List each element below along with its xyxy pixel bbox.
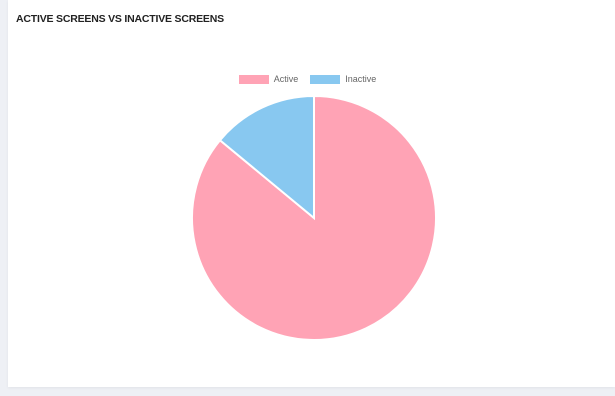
legend-swatch-active bbox=[238, 74, 269, 84]
chart-legend: Active Inactive bbox=[0, 74, 615, 84]
legend-swatch-inactive bbox=[310, 74, 341, 84]
chart-title: ACTIVE SCREENS VS INACTIVE SCREENS bbox=[16, 13, 224, 25]
legend-label-inactive: Inactive bbox=[345, 74, 377, 84]
legend-item-inactive[interactable]: Inactive bbox=[310, 74, 376, 84]
legend-label-active: Active bbox=[273, 74, 299, 84]
pie-slice-inactive[interactable] bbox=[218, 94, 315, 221]
legend-item-active[interactable]: Active bbox=[238, 74, 299, 84]
